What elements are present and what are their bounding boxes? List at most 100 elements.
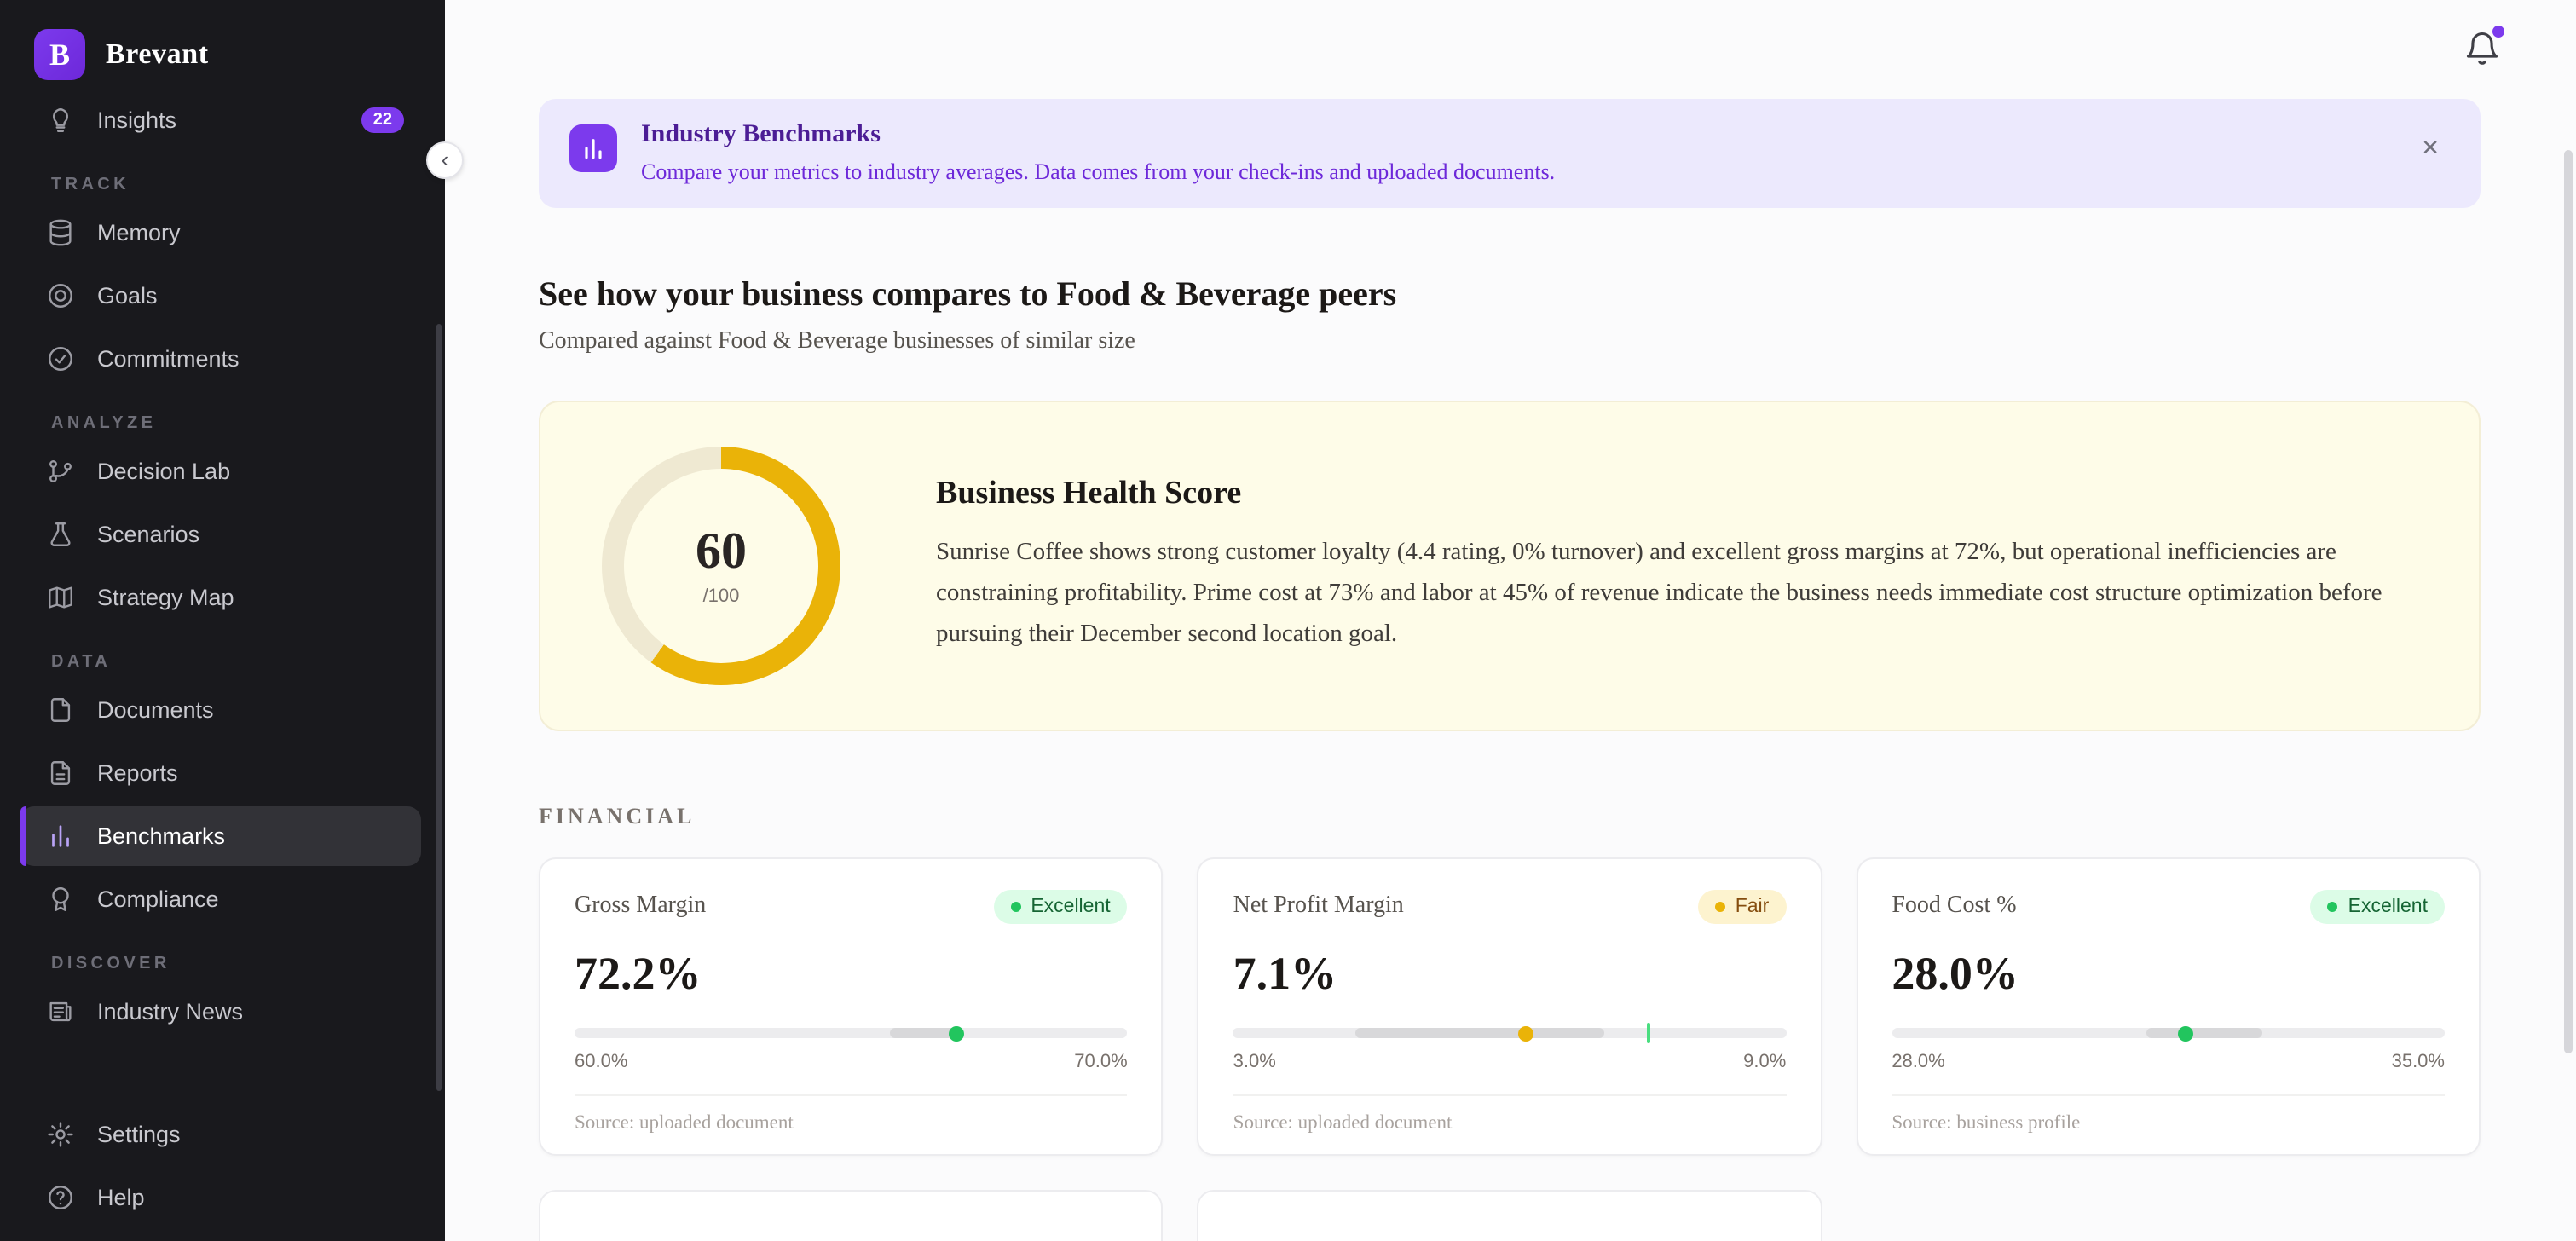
page-subtitle: Compared against Food & Beverage busines…	[539, 329, 1135, 355]
check-circle-icon	[46, 344, 75, 373]
sidebar-item-settings[interactable]: Settings	[20, 1105, 421, 1164]
range-min-label: 60.0%	[575, 1052, 628, 1072]
sidebar-item-insights[interactable]: Insights 22	[20, 90, 421, 150]
sidebar-item-help[interactable]: Help	[20, 1168, 421, 1227]
health-score-denominator: /100	[702, 586, 740, 606]
close-icon[interactable]: ✕	[2411, 128, 2450, 169]
metric-range-bar	[1233, 1023, 1787, 1043]
range-max-label: 9.0%	[1743, 1052, 1787, 1072]
sidebar-item-label: Settings	[97, 1122, 181, 1147]
metric-title: Gross Margin	[575, 893, 707, 919]
metric-marker-dot	[2177, 1025, 2193, 1041]
newspaper-icon	[46, 997, 75, 1026]
metric-value: 7.1%	[1233, 948, 1337, 999]
next-cards-row	[539, 1190, 2481, 1241]
health-gauge-center: 60 /100	[602, 447, 840, 685]
sidebar-footer: Settings Help	[0, 1094, 445, 1241]
status-badge: Excellent	[993, 890, 1128, 924]
range-max-label: 35.0%	[2391, 1052, 2445, 1072]
main-content: Industry Benchmarks Compare your metrics…	[445, 0, 2576, 1241]
divider	[1233, 1094, 1787, 1096]
banner-title: Industry Benchmarks	[641, 121, 881, 148]
bell-icon	[2463, 29, 2504, 66]
metric-card-net-profit-margin: Net Profit Margin Fair 7.1% 3.0%	[1197, 857, 1822, 1156]
range-max-label: 70.0%	[1074, 1052, 1128, 1072]
sidebar-scrollbar-thumb[interactable]	[436, 324, 442, 1091]
health-description: Sunrise Coffee shows strong customer loy…	[936, 539, 2383, 648]
business-health-score-card: 60 /100 Business Health Score Sunrise Co…	[539, 401, 2481, 731]
health-score-value: 60	[696, 522, 747, 579]
metric-card-gross-margin: Gross Margin Excellent 72.2% 60.0% 70.0%	[539, 857, 1164, 1156]
sidebar-item-compliance[interactable]: Compliance	[20, 869, 421, 929]
file-icon	[46, 696, 75, 724]
brevant-logo-icon: B	[34, 29, 85, 80]
target-icon	[46, 281, 75, 310]
sidebar-item-label: Strategy Map	[97, 585, 234, 610]
page-scrollbar-thumb[interactable]	[2564, 150, 2573, 1053]
status-dot-icon	[1714, 902, 1725, 912]
health-text: Business Health Score Sunrise Coffee sho…	[936, 476, 2417, 656]
divider	[575, 1094, 1128, 1096]
sidebar-item-goals[interactable]: Goals	[20, 266, 421, 326]
range-min-label: 3.0%	[1233, 1052, 1276, 1072]
status-badge-label: Fair	[1735, 897, 1770, 917]
sidebar-item-label: Goals	[97, 283, 158, 309]
sidebar-collapse-button[interactable]: ‹	[426, 141, 464, 179]
status-badge: Fair	[1697, 890, 1787, 924]
sidebar-item-memory[interactable]: Memory	[20, 203, 421, 263]
sidebar-item-commitments[interactable]: Commitments	[20, 329, 421, 389]
sidebar-item-scenarios[interactable]: Scenarios	[20, 505, 421, 564]
benchmark-band	[1354, 1028, 1604, 1038]
sidebar-nav: Insights 22 TRACK Memory Goals C	[0, 87, 445, 1094]
sidebar-item-label: Industry News	[97, 999, 244, 1025]
git-branch-icon	[46, 457, 75, 486]
status-dot-icon	[1010, 902, 1021, 912]
benchmark-tick	[1646, 1023, 1650, 1043]
metric-value: 72.2%	[575, 948, 702, 999]
bar-chart-icon	[569, 124, 617, 172]
page-title: See how your business compares to Food &…	[539, 276, 1397, 314]
metric-card-partial	[539, 1190, 1164, 1241]
bar-chart-icon	[46, 822, 75, 851]
notification-dot	[2492, 26, 2504, 38]
benchmark-band	[2146, 1028, 2262, 1038]
sidebar-item-reports[interactable]: Reports	[20, 743, 421, 803]
flask-icon	[46, 520, 75, 549]
empty-cell	[1856, 1190, 2481, 1241]
sidebar-item-label: Documents	[97, 697, 214, 723]
banner-description: Compare your metrics to industry average…	[641, 159, 1556, 184]
metric-card-partial	[1197, 1190, 1822, 1241]
sidebar-item-industry-news[interactable]: Industry News	[20, 982, 421, 1042]
sidebar-item-label: Insights	[97, 107, 177, 133]
section-label-track: TRACK	[51, 176, 130, 194]
sidebar-item-label: Help	[97, 1185, 145, 1210]
brand-name: Brevant	[106, 38, 209, 70]
sidebar-item-decision-lab[interactable]: Decision Lab	[20, 442, 421, 501]
help-circle-icon	[46, 1183, 75, 1212]
notifications-bell-button[interactable]	[2463, 26, 2504, 70]
page-content: Industry Benchmarks Compare your metrics…	[445, 0, 2576, 1241]
brand-logo[interactable]: B Brevant	[0, 0, 445, 109]
financial-section-label: FINANCIAL	[539, 803, 696, 828]
health-title: Business Health Score	[936, 476, 1242, 512]
chevron-left-icon: ‹	[441, 147, 449, 172]
sidebar-item-label: Commitments	[97, 346, 240, 372]
gear-icon	[46, 1120, 75, 1149]
metric-value: 28.0%	[1892, 948, 2019, 999]
metric-title: Food Cost %	[1892, 893, 2017, 919]
sidebar-item-label: Compliance	[97, 886, 219, 912]
insights-count-badge: 22	[361, 107, 404, 133]
metric-source: Source: uploaded document	[575, 1113, 794, 1134]
status-dot-icon	[2327, 902, 2338, 912]
divider	[1892, 1094, 2445, 1096]
sidebar-item-benchmarks[interactable]: Benchmarks	[20, 806, 421, 866]
sidebar-item-label: Decision Lab	[97, 459, 231, 484]
file-text-icon	[46, 759, 75, 788]
sidebar-item-documents[interactable]: Documents	[20, 680, 421, 740]
status-badge-label: Excellent	[2348, 897, 2428, 917]
database-icon	[46, 218, 75, 247]
sidebar-item-strategy-map[interactable]: Strategy Map	[20, 568, 421, 627]
sidebar-item-label: Reports	[97, 760, 178, 786]
metric-range-bar	[575, 1025, 1128, 1041]
status-badge-label: Excellent	[1031, 897, 1111, 917]
